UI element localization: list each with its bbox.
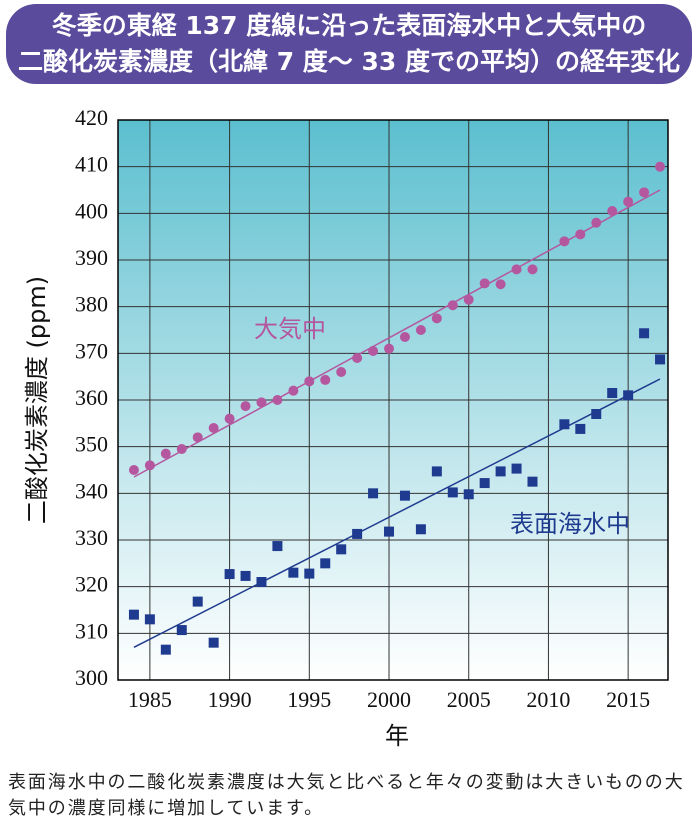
data-point bbox=[176, 625, 187, 636]
y-tick-label: 410 bbox=[75, 152, 108, 177]
x-tick-label: 2010 bbox=[526, 687, 570, 712]
y-tick-label: 360 bbox=[75, 385, 108, 410]
data-point bbox=[352, 528, 363, 539]
data-point bbox=[655, 354, 666, 365]
chart-title: 冬季の東経 137 度線に沿った表面海水中と大気中の bbox=[52, 11, 647, 40]
y-tick-label: 330 bbox=[75, 525, 108, 550]
series-label: 表面海水中 bbox=[510, 510, 630, 538]
data-point bbox=[639, 328, 650, 339]
data-point bbox=[527, 264, 538, 275]
data-point bbox=[256, 397, 267, 408]
data-point bbox=[495, 279, 506, 290]
data-point bbox=[575, 229, 586, 240]
data-point bbox=[479, 278, 490, 289]
data-point bbox=[399, 490, 410, 501]
data-point bbox=[288, 385, 299, 396]
data-point bbox=[304, 568, 315, 579]
data-point bbox=[336, 544, 347, 555]
data-point bbox=[399, 332, 410, 342]
data-point bbox=[192, 596, 203, 607]
data-point bbox=[368, 488, 379, 499]
data-point bbox=[415, 325, 426, 335]
data-point bbox=[272, 395, 283, 405]
data-point bbox=[623, 390, 634, 401]
data-point bbox=[192, 432, 203, 443]
data-point bbox=[336, 367, 347, 377]
y-axis-label: 二酸化炭素濃度 (ppm) bbox=[23, 276, 51, 524]
x-tick-label: 2015 bbox=[606, 687, 650, 712]
data-point bbox=[368, 346, 379, 356]
data-point bbox=[320, 374, 331, 385]
y-tick-label: 380 bbox=[75, 292, 108, 317]
data-point bbox=[144, 460, 155, 471]
data-point bbox=[607, 388, 618, 398]
data-point bbox=[176, 444, 187, 454]
y-tick-label: 400 bbox=[75, 198, 108, 223]
data-point bbox=[575, 423, 586, 434]
y-tick-label: 390 bbox=[75, 245, 108, 270]
y-tick-label: 350 bbox=[75, 432, 108, 457]
data-point bbox=[607, 206, 618, 216]
data-point bbox=[352, 353, 363, 363]
data-point bbox=[431, 313, 442, 324]
data-point bbox=[224, 413, 235, 424]
data-point bbox=[495, 466, 506, 477]
data-point bbox=[431, 466, 442, 477]
data-point bbox=[128, 609, 139, 620]
data-point bbox=[639, 187, 650, 198]
data-point bbox=[384, 526, 395, 537]
chart: 冬季の東経 137 度線に沿った表面海水中と大気中の 二酸化炭素濃度（北緯 7 … bbox=[6, 4, 692, 750]
caption: 表面海水中の二酸化炭素濃度は大気と比べると年々の変動は大きいものの大気中の濃度同… bbox=[8, 772, 685, 819]
data-point bbox=[559, 236, 570, 247]
x-tick-label: 2005 bbox=[447, 687, 491, 712]
data-point bbox=[288, 567, 299, 578]
data-point bbox=[447, 300, 458, 311]
data-point bbox=[208, 423, 219, 433]
data-point bbox=[240, 570, 251, 581]
data-point bbox=[224, 569, 235, 580]
data-point bbox=[591, 409, 602, 419]
data-point bbox=[160, 448, 171, 459]
y-tick-label: 300 bbox=[75, 665, 108, 690]
x-tick-label: 1995 bbox=[287, 687, 331, 712]
plot-frame bbox=[117, 119, 669, 681]
data-point bbox=[208, 637, 219, 648]
x-axis-label: 年 bbox=[385, 722, 409, 750]
x-tick-label: 1990 bbox=[208, 687, 252, 712]
data-point bbox=[384, 343, 395, 354]
data-point bbox=[527, 476, 538, 487]
series-label: 大気中 bbox=[254, 315, 326, 343]
data-point bbox=[623, 196, 634, 207]
y-tick-label: 310 bbox=[75, 618, 108, 643]
data-point bbox=[160, 644, 171, 655]
data-point bbox=[304, 376, 315, 387]
y-tick-label: 420 bbox=[75, 105, 108, 130]
data-point bbox=[655, 161, 666, 172]
x-tick-label: 2000 bbox=[367, 687, 411, 712]
data-point bbox=[479, 478, 490, 489]
title-banner bbox=[6, 4, 692, 84]
data-point bbox=[511, 463, 522, 474]
data-point bbox=[463, 294, 474, 305]
y-tick-label: 370 bbox=[75, 338, 108, 363]
data-point bbox=[320, 558, 331, 569]
data-point bbox=[463, 489, 474, 500]
y-tick-label: 340 bbox=[75, 478, 108, 503]
data-point bbox=[144, 614, 155, 625]
chart-title: 二酸化炭素濃度（北緯 7 度～ 33 度での平均）の経年変化 bbox=[18, 47, 680, 76]
data-point bbox=[559, 419, 570, 430]
trend-line bbox=[133, 189, 661, 478]
data-point bbox=[256, 577, 267, 587]
y-tick-label: 320 bbox=[75, 572, 108, 597]
data-point bbox=[415, 524, 426, 535]
trend-line bbox=[133, 378, 661, 649]
data-point bbox=[591, 217, 602, 228]
data-point bbox=[511, 264, 522, 275]
data-point bbox=[128, 465, 139, 475]
data-point bbox=[240, 401, 251, 412]
data-point bbox=[272, 541, 283, 552]
data-point bbox=[447, 487, 458, 498]
x-tick-label: 1985 bbox=[128, 687, 172, 712]
